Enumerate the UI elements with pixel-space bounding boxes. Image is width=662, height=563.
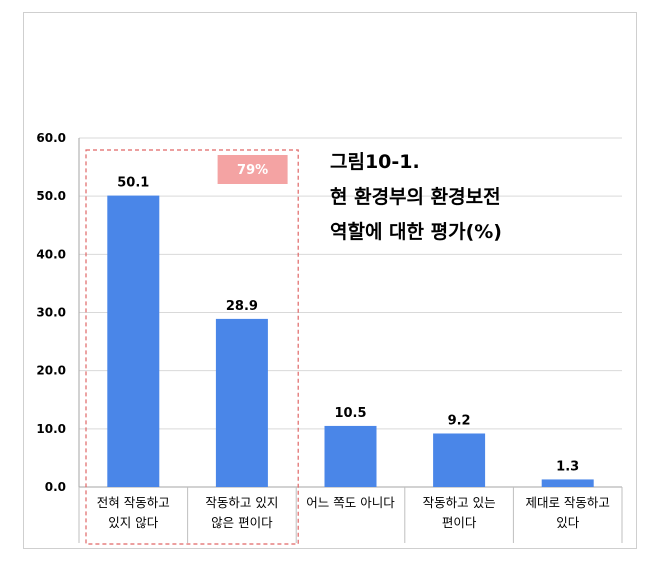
highlight-group: 79% [85, 149, 299, 545]
chart-title-line: 그림10-1. [330, 151, 420, 173]
bar [541, 479, 594, 487]
bar [215, 318, 268, 487]
y-tick-label: 10.0 [36, 422, 66, 436]
category-label: 어느 쪽도 아니다 [306, 495, 395, 510]
category-label: 있지 않다 [108, 515, 158, 530]
data-label: 28.9 [226, 299, 258, 314]
category-separators [78, 487, 623, 543]
category-label: 않은 편이다 [211, 515, 273, 530]
data-label: 9.2 [448, 413, 471, 428]
category-label: 편이다 [442, 515, 477, 530]
chart-title-line: 역할에 대한 평가(%) [330, 220, 502, 243]
bar [107, 195, 160, 487]
y-axis: 0.0 10.0 20.0 30.0 40.0 50.0 60.0 [36, 131, 622, 494]
highlight-badge-label: 79% [237, 163, 268, 178]
y-tick-label: 50.0 [36, 189, 66, 203]
chart-title-line: 현 환경부의 환경보전 [330, 186, 501, 208]
y-tick-label: 20.0 [36, 364, 66, 378]
bars: 50.1 28.9 10.5 9.2 1.3 [107, 176, 594, 487]
highlight-badge [217, 155, 288, 184]
category-label: 작동하고 있는 [423, 495, 496, 510]
category-label: 있다 [556, 515, 580, 530]
y-tick-label: 30.0 [36, 306, 66, 320]
data-label: 50.1 [117, 176, 149, 191]
bar [324, 425, 377, 487]
category-label: 전혀 작동하고 [97, 495, 170, 510]
highlight-box [85, 149, 299, 545]
y-tick-label: 40.0 [36, 247, 66, 261]
category-label: 작동하고 있지 [205, 495, 278, 510]
y-tick-label: 0.0 [45, 480, 66, 494]
bar [433, 433, 486, 487]
y-tick-label: 60.0 [36, 131, 66, 145]
data-label: 1.3 [556, 459, 579, 474]
category-label: 제대로 작동하고 [525, 495, 609, 510]
gridlines [79, 137, 622, 430]
data-label: 10.5 [334, 406, 366, 421]
